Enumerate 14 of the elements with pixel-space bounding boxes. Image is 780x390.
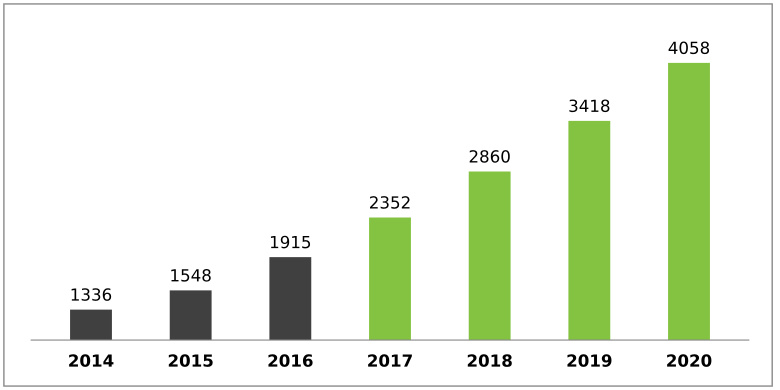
x-tick-label: 2018 [468,354,512,367]
data-label: 1548 [171,269,211,282]
data-label: 2860 [470,150,510,163]
x-tick-label: 2014 [69,354,114,367]
data-label: 3418 [569,100,610,112]
x-tick-label: 2017 [368,354,412,367]
data-label: 1336 [72,288,112,301]
x-tick-label: 2020 [667,354,712,367]
data-label: 1915 [270,236,310,248]
x-tick-label: 2016 [268,354,313,367]
x-tick-label: 2015 [168,354,213,367]
data-label: 2352 [370,196,410,209]
x-tick-label: 2019 [567,354,612,367]
data-label: 4058 [668,41,710,54]
